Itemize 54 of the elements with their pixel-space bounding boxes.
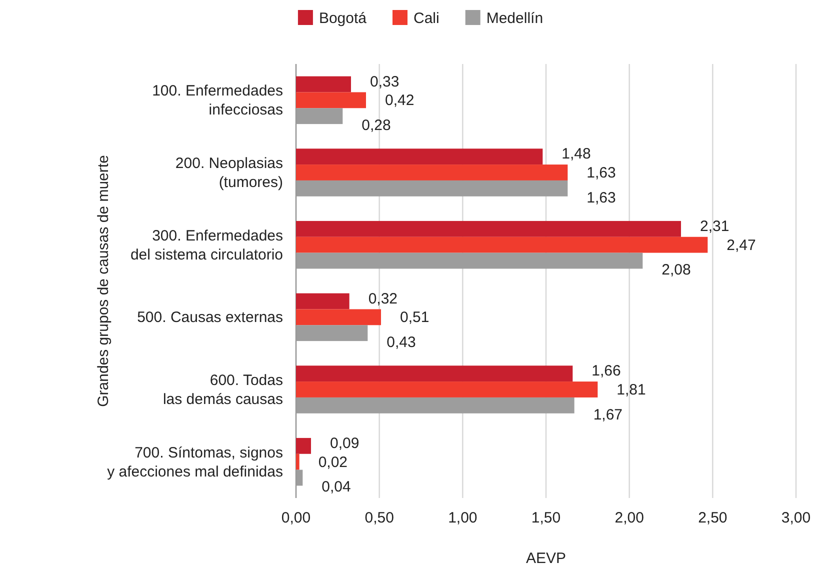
bar xyxy=(296,76,351,92)
data-label: 0,02 xyxy=(318,454,348,471)
bar xyxy=(296,309,381,326)
bar xyxy=(296,397,574,414)
data-label: 2,31 xyxy=(700,218,730,235)
x-axis-title: AEVP xyxy=(526,550,566,567)
bar xyxy=(296,236,708,253)
data-label: 1,66 xyxy=(592,362,621,380)
bar xyxy=(296,454,300,470)
bar xyxy=(296,92,366,108)
legend-label: Medellín xyxy=(486,10,544,27)
x-tick-label: 1,00 xyxy=(448,510,478,527)
bar xyxy=(296,293,350,310)
legend-label: Cali xyxy=(414,10,440,27)
bar xyxy=(296,252,643,269)
bar xyxy=(296,164,568,180)
bar xyxy=(296,108,343,124)
x-tick-label: 1,50 xyxy=(531,510,561,527)
data-label: 0,42 xyxy=(385,92,414,110)
y-tick-label: 700. Síntomas, signos y afecciones mal definidas xyxy=(107,444,283,480)
bar xyxy=(296,325,368,342)
x-tick-label: 2,00 xyxy=(614,510,644,527)
bar xyxy=(296,382,598,398)
x-tick-label: 3,00 xyxy=(781,510,811,527)
y-tick-label: 200. Neoplasias (tumores) xyxy=(175,155,283,191)
bar xyxy=(296,366,573,382)
data-label: 0,28 xyxy=(362,117,391,134)
data-label: 0,43 xyxy=(386,334,416,352)
bar xyxy=(296,148,543,165)
data-label: 0,09 xyxy=(330,434,360,452)
data-label: 1,63 xyxy=(586,189,616,206)
data-label: 1,48 xyxy=(562,146,591,163)
bar xyxy=(296,438,311,454)
data-label: 1,63 xyxy=(586,164,616,182)
data-label: 1,81 xyxy=(616,382,646,398)
legend-label: Bogotá xyxy=(318,10,368,27)
x-tick-label: 0,00 xyxy=(281,510,311,527)
y-tick-label: 300. Enfermedades del sistema circulatorio xyxy=(130,227,283,264)
y-axis-title: Grandes grupos de causas de muerte xyxy=(95,155,112,407)
data-label: 0,51 xyxy=(400,309,430,326)
bar xyxy=(296,180,568,196)
bar xyxy=(296,220,681,237)
data-label: 0,33 xyxy=(370,73,400,90)
y-tick-label: 100. Enfermedades infecciosas xyxy=(152,82,283,119)
data-label: 1,67 xyxy=(593,406,623,424)
bar xyxy=(296,470,303,486)
x-tick-label: 0,50 xyxy=(364,510,394,527)
data-label: 2,47 xyxy=(726,236,756,254)
y-tick-label: 500. Causas externas xyxy=(137,309,283,326)
data-label: 2,08 xyxy=(662,262,691,279)
y-tick-label: 600. Todas las demás causas xyxy=(162,372,283,408)
data-label: 0,32 xyxy=(368,290,398,308)
data-label: 0,04 xyxy=(322,478,351,496)
x-tick-label: 2,50 xyxy=(698,510,728,527)
